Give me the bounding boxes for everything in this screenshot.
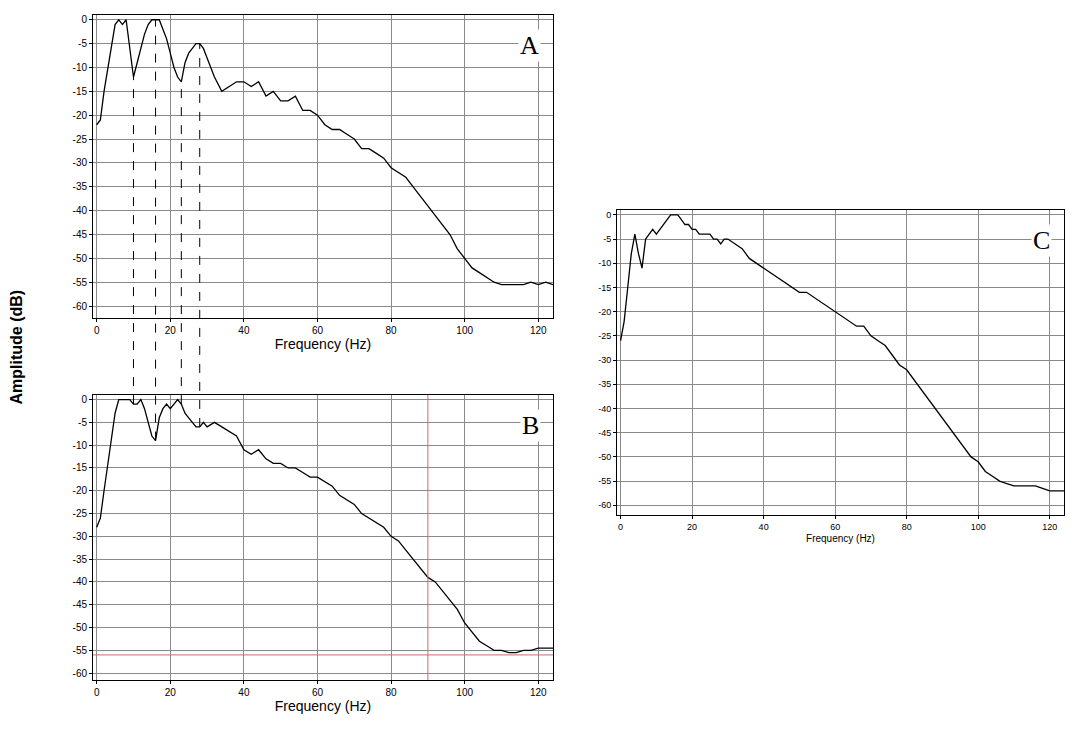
svg-text:80: 80 xyxy=(902,522,912,532)
svg-text:-20: -20 xyxy=(598,307,611,317)
svg-text:-5: -5 xyxy=(78,417,87,428)
svg-text:A: A xyxy=(520,31,539,60)
svg-text:-25: -25 xyxy=(598,331,611,341)
svg-text:-35: -35 xyxy=(73,554,88,565)
svg-text:-20: -20 xyxy=(73,110,88,121)
svg-text:Amplitude (dB): Amplitude (dB) xyxy=(8,290,25,405)
svg-text:60: 60 xyxy=(830,522,840,532)
svg-text:-55: -55 xyxy=(73,277,88,288)
svg-text:-5: -5 xyxy=(78,38,87,49)
svg-text:-60: -60 xyxy=(73,668,88,679)
svg-text:C: C xyxy=(1033,226,1050,255)
svg-text:0: 0 xyxy=(94,687,100,698)
svg-text:-45: -45 xyxy=(598,428,611,438)
svg-text:40: 40 xyxy=(238,325,250,336)
svg-text:40: 40 xyxy=(759,522,769,532)
svg-text:-35: -35 xyxy=(73,181,88,192)
svg-text:-10: -10 xyxy=(73,440,88,451)
svg-text:60: 60 xyxy=(312,687,324,698)
svg-text:-55: -55 xyxy=(598,476,611,486)
svg-text:-40: -40 xyxy=(73,576,88,587)
svg-text:-20: -20 xyxy=(73,485,88,496)
svg-text:0: 0 xyxy=(81,394,87,405)
svg-text:20: 20 xyxy=(687,522,697,532)
svg-text:-25: -25 xyxy=(73,508,88,519)
svg-text:-15: -15 xyxy=(73,462,88,473)
svg-text:-30: -30 xyxy=(73,531,88,542)
svg-text:-5: -5 xyxy=(603,234,611,244)
svg-text:100: 100 xyxy=(456,687,473,698)
svg-text:80: 80 xyxy=(386,325,398,336)
svg-text:-10: -10 xyxy=(598,258,611,268)
svg-text:20: 20 xyxy=(165,325,177,336)
svg-text:-40: -40 xyxy=(73,205,88,216)
svg-text:-35: -35 xyxy=(598,379,611,389)
svg-text:0: 0 xyxy=(618,522,623,532)
svg-text:100: 100 xyxy=(971,522,986,532)
svg-text:120: 120 xyxy=(530,325,547,336)
svg-text:-10: -10 xyxy=(73,62,88,73)
svg-text:-30: -30 xyxy=(73,157,88,168)
svg-text:-25: -25 xyxy=(73,134,88,145)
svg-text:B: B xyxy=(522,411,539,440)
svg-text:-45: -45 xyxy=(73,229,88,240)
svg-text:Frequency (Hz): Frequency (Hz) xyxy=(275,336,371,352)
svg-text:-60: -60 xyxy=(73,301,88,312)
svg-text:Frequency (Hz): Frequency (Hz) xyxy=(806,533,875,544)
svg-text:60: 60 xyxy=(312,325,324,336)
svg-text:120: 120 xyxy=(530,687,547,698)
svg-text:120: 120 xyxy=(1042,522,1057,532)
svg-text:-40: -40 xyxy=(598,404,611,414)
svg-text:-50: -50 xyxy=(73,253,88,264)
svg-text:40: 40 xyxy=(238,687,250,698)
svg-text:Frequency (Hz): Frequency (Hz) xyxy=(275,698,371,714)
svg-text:0: 0 xyxy=(94,325,100,336)
svg-text:0: 0 xyxy=(606,210,611,220)
svg-text:20: 20 xyxy=(165,687,177,698)
svg-text:-50: -50 xyxy=(73,622,88,633)
svg-text:0: 0 xyxy=(81,14,87,25)
svg-text:-60: -60 xyxy=(598,500,611,510)
svg-text:-55: -55 xyxy=(73,645,88,656)
svg-text:-45: -45 xyxy=(73,599,88,610)
svg-text:-30: -30 xyxy=(598,355,611,365)
svg-text:100: 100 xyxy=(456,325,473,336)
svg-text:-15: -15 xyxy=(598,283,611,293)
svg-text:-15: -15 xyxy=(73,86,88,97)
svg-text:-50: -50 xyxy=(598,452,611,462)
svg-text:80: 80 xyxy=(386,687,398,698)
